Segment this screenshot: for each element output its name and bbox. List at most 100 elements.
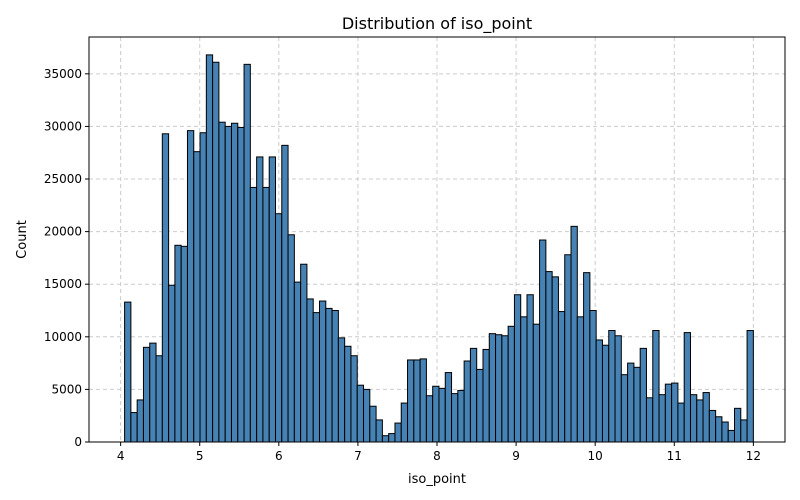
x-tick-label: 8 [433, 449, 441, 463]
histogram-bar [633, 366, 641, 443]
x-tick-label: 7 [354, 449, 362, 463]
histogram-bar [306, 298, 314, 443]
histogram-bar [545, 271, 553, 443]
histogram-bar [658, 394, 666, 443]
y-tick-label: 10000 [44, 330, 82, 344]
histogram-bar [482, 348, 490, 443]
histogram-bar [551, 276, 559, 443]
histogram-bar [614, 335, 622, 443]
histogram-bar [142, 346, 151, 443]
histogram-bar [230, 122, 239, 443]
histogram-bar [532, 323, 541, 443]
histogram-bar [444, 372, 453, 443]
histogram-bar [186, 130, 195, 443]
histogram-bar [620, 374, 629, 443]
histogram-bar [400, 402, 409, 443]
histogram-bar [488, 333, 497, 443]
histogram-bar [589, 310, 597, 443]
histogram-bar [413, 359, 421, 443]
histogram-bar [337, 337, 346, 443]
histogram-bar [601, 344, 610, 443]
histogram-bar [526, 294, 534, 443]
histogram-bar [583, 272, 591, 443]
histogram-bar [262, 186, 270, 443]
x-tick-label: 9 [512, 449, 520, 463]
y-tick-label: 35000 [44, 67, 82, 81]
histogram-bar [256, 156, 264, 443]
histogram-bar [174, 244, 182, 443]
histogram-bar [407, 359, 415, 443]
histogram-bar [350, 355, 358, 443]
histogram-bar [734, 407, 742, 443]
histogram-bar [356, 384, 365, 443]
histogram-bar [136, 399, 144, 443]
y-tick-label: 25000 [44, 172, 82, 186]
histogram-bar [249, 186, 258, 443]
histogram-bar [161, 133, 170, 443]
histogram-bar [180, 245, 188, 443]
histogram-bar [727, 429, 736, 443]
histogram-bar [432, 385, 440, 443]
histogram-bar [331, 310, 339, 443]
histogram-bar [218, 121, 226, 443]
histogram-bar [363, 388, 371, 443]
histogram-bar [312, 312, 321, 443]
histogram-bar [438, 387, 446, 443]
histogram-bar [451, 393, 459, 443]
histogram-bar [677, 402, 685, 443]
histogram-bar [325, 307, 333, 443]
histogram-bar [469, 347, 478, 443]
histogram-bar [570, 225, 578, 443]
x-tick-label: 10 [588, 449, 603, 463]
histogram-bar [564, 254, 572, 443]
x-tick-label: 6 [275, 449, 283, 463]
histogram-bar [689, 394, 698, 443]
histogram-bar [476, 368, 484, 443]
histogram-bar [287, 234, 295, 443]
histogram-bar [155, 355, 163, 443]
histogram-bar [746, 329, 754, 443]
x-tick-label: 11 [667, 449, 682, 463]
histogram-bar [425, 395, 434, 443]
histogram-bar [740, 419, 748, 443]
histogram-bar [319, 300, 327, 443]
histogram-bar [293, 281, 302, 443]
histogram-bar [652, 329, 660, 443]
histogram-bar [369, 405, 377, 443]
histogram-bar [539, 239, 547, 443]
x-tick-label: 12 [746, 449, 761, 463]
chart-title: Distribution of iso_point [342, 14, 532, 34]
histogram-bar [495, 334, 503, 443]
histogram-bar [149, 342, 157, 443]
y-tick-label: 20000 [44, 225, 82, 239]
histogram-bar [501, 335, 509, 443]
histogram-bar [274, 213, 283, 443]
histogram-bar [513, 294, 522, 443]
histogram-bar [388, 433, 396, 443]
histogram-bar [281, 144, 289, 443]
histogram-bar [419, 358, 427, 443]
histogram-bar [130, 412, 138, 443]
y-tick-label: 5000 [51, 382, 82, 396]
histogram-bar [381, 435, 390, 443]
histogram-bar [576, 316, 585, 443]
histogram-bar [300, 263, 308, 443]
x-axis-title: iso_point [408, 472, 466, 487]
histogram-bar [595, 339, 603, 443]
histogram-bar [639, 347, 647, 443]
histogram-bar [708, 409, 717, 443]
histogram-bar [199, 132, 207, 443]
x-tick-label: 4 [117, 449, 125, 463]
histogram-bar [645, 397, 654, 443]
histogram-bar [715, 416, 723, 443]
histogram-bar [205, 54, 214, 443]
y-tick-label: 30000 [44, 119, 82, 133]
y-tick-label: 0 [74, 435, 82, 449]
histogram-bar [457, 389, 465, 443]
histogram-bar [237, 126, 245, 443]
histogram-bar [224, 125, 232, 443]
histogram-bar [683, 332, 691, 443]
histogram-bar [243, 63, 251, 443]
histogram-bar [520, 316, 528, 443]
